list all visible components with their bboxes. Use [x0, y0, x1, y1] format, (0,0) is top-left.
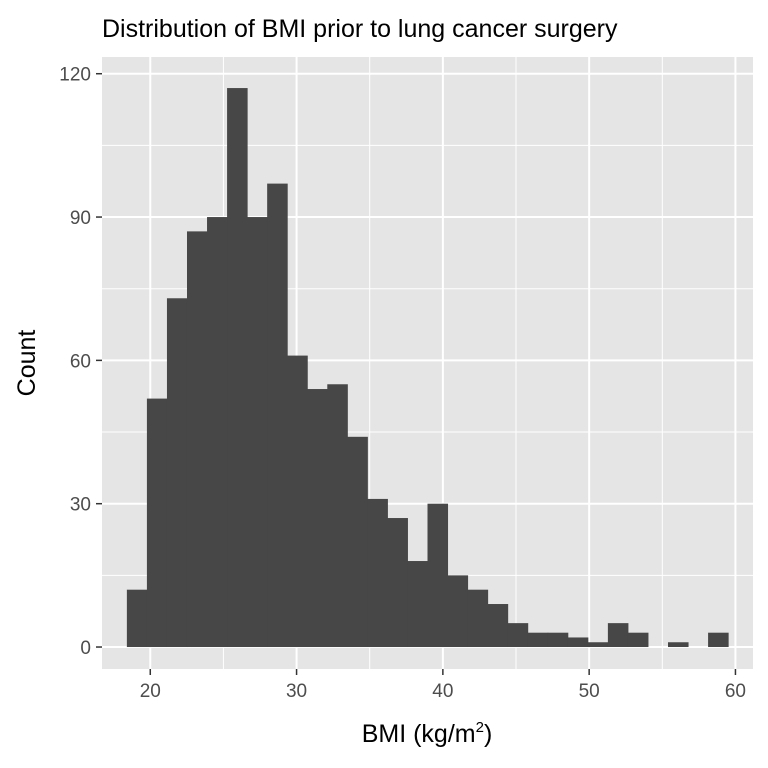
- histogram-bar: [668, 642, 689, 648]
- histogram-bar: [708, 632, 729, 648]
- histogram-bar: [507, 623, 529, 648]
- y-tick-label: 60: [70, 351, 91, 372]
- x-axis-title-suffix: ): [484, 720, 492, 748]
- y-tick-label: 0: [80, 638, 91, 659]
- x-axis-title-superscript: 2: [476, 719, 484, 736]
- histogram-bar: [166, 298, 188, 648]
- y-tick-label: 90: [70, 208, 91, 229]
- histogram-bar: [307, 389, 328, 648]
- histogram-bar: [407, 561, 428, 648]
- x-tick-label: 50: [579, 681, 600, 702]
- x-tick-label: 60: [725, 681, 746, 702]
- histogram-bar: [247, 217, 268, 648]
- x-tick-label: 30: [286, 681, 307, 702]
- y-axis: 0 30 60 90 120: [59, 65, 102, 659]
- y-tick-label: 30: [70, 495, 91, 516]
- histogram-bar: [227, 88, 248, 648]
- histogram-bar: [367, 498, 388, 648]
- histogram-bar: [146, 398, 168, 648]
- chart-title: Distribution of BMI prior to lung cancer…: [102, 15, 618, 43]
- histogram-bar: [287, 355, 308, 648]
- histogram-bar: [587, 642, 609, 648]
- histogram-bar: [547, 632, 569, 648]
- histogram-bar: [427, 503, 449, 648]
- x-axis-title: BMI (kg/m2): [362, 719, 493, 748]
- histogram-bar: [186, 231, 208, 648]
- histogram-bar: [467, 589, 489, 648]
- histogram-bars: [126, 88, 729, 648]
- histogram-bar: [267, 183, 288, 648]
- histogram-bar: [607, 623, 629, 648]
- x-axis: 20 30 40 50 60: [140, 669, 746, 702]
- histogram-bar: [487, 604, 509, 648]
- histogram-bar: [347, 436, 368, 648]
- histogram-bar: [627, 632, 649, 648]
- histogram-bar: [567, 637, 589, 648]
- x-tick-label: 20: [140, 681, 161, 702]
- histogram-bar: [126, 589, 148, 648]
- histogram-bar: [527, 632, 549, 648]
- x-axis-title-main: BMI (kg/m: [362, 720, 476, 748]
- histogram-bar: [327, 384, 348, 648]
- histogram-bar: [207, 217, 228, 648]
- x-tick-label: 40: [432, 681, 453, 702]
- histogram-bar: [447, 575, 469, 648]
- y-axis-title: Count: [13, 330, 41, 397]
- y-tick-label: 120: [59, 65, 91, 86]
- histogram-bar: [387, 518, 408, 648]
